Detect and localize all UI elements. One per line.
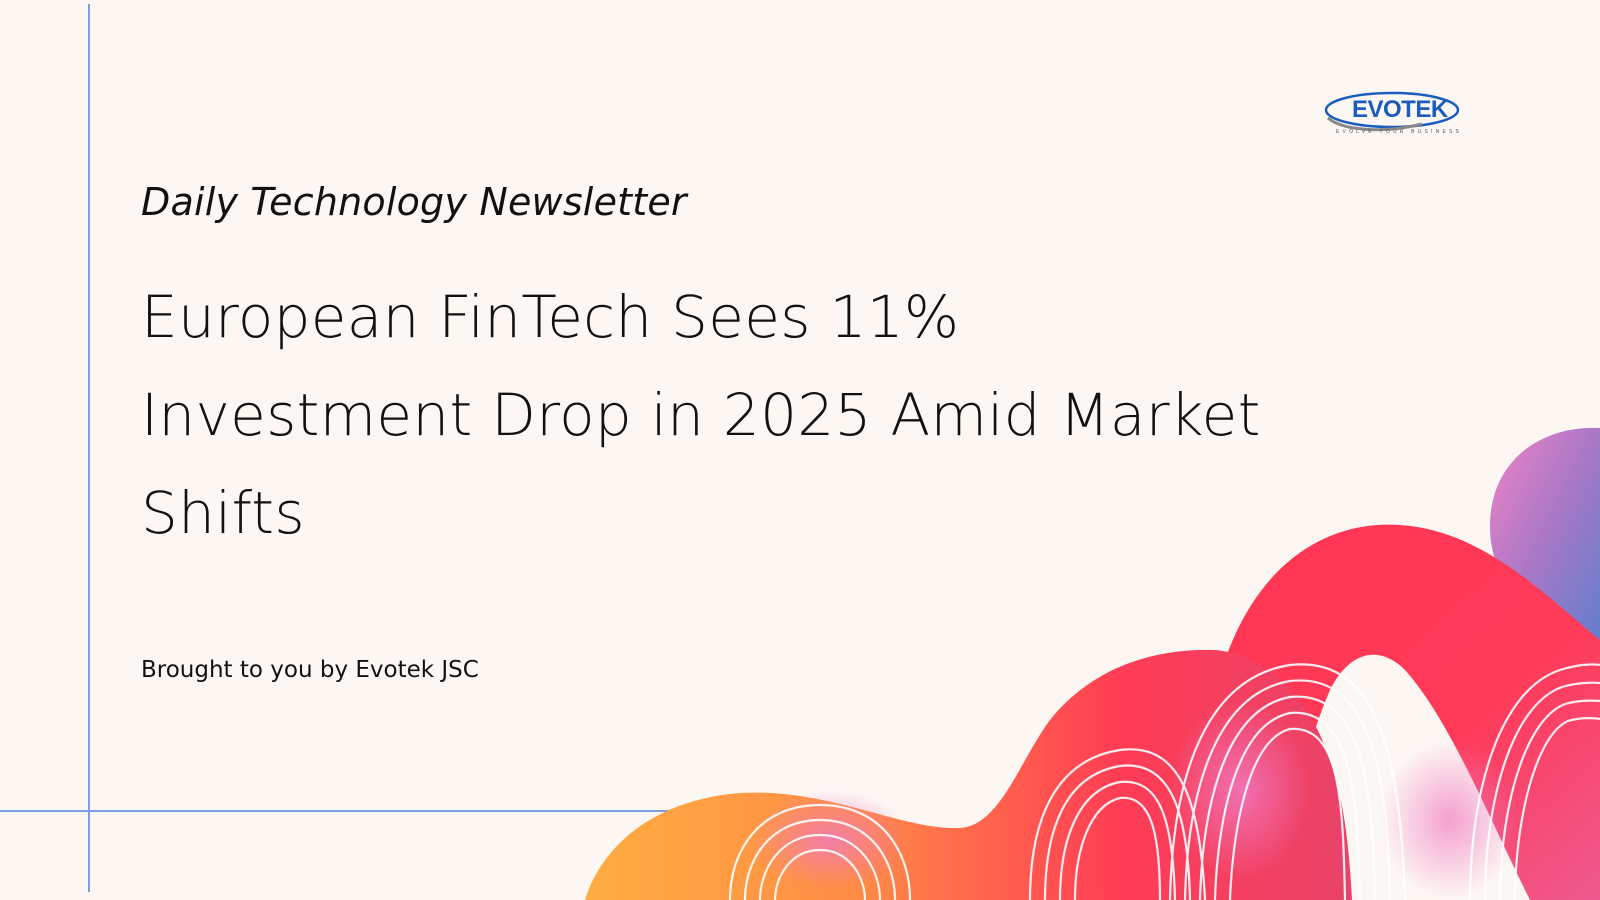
headline-line-2: Investment Drop in 2025 Amid Market <box>141 381 1261 449</box>
headline-line-3: Shifts <box>141 479 305 547</box>
logo-tagline: EVOLVE YOUR BUSINESS <box>1336 129 1463 135</box>
logo-swoosh-icon <box>1324 91 1460 132</box>
newsletter-kicker: Daily Technology Newsletter <box>141 180 687 224</box>
headline: European FinTech Sees 11% Investment Dro… <box>141 268 1291 562</box>
headline-line-1: European FinTech Sees 11% <box>141 283 960 351</box>
byline: Brought to you by Evotek JSC <box>141 657 479 683</box>
horizontal-rule <box>0 810 700 812</box>
logo-wordmark: EVOTEK <box>1352 96 1448 123</box>
vertical-rule <box>88 4 90 892</box>
evotek-logo: EVOTEK EVOLVE YOUR BUSINESS <box>1322 84 1464 142</box>
